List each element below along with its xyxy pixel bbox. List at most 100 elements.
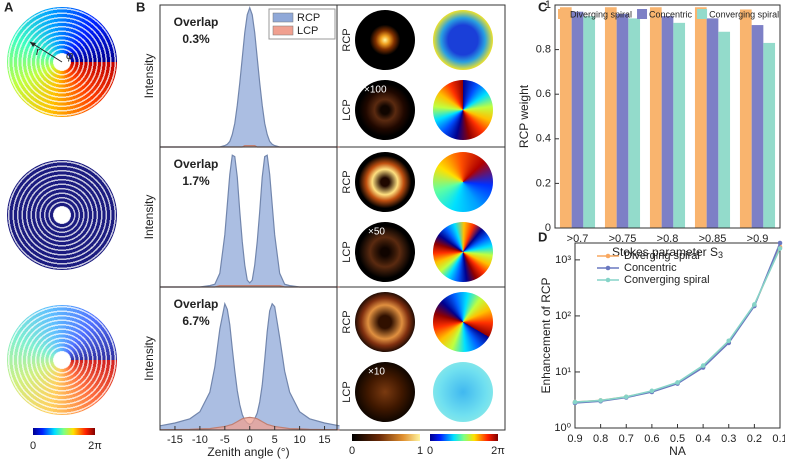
legend-label: Concentric [624, 262, 677, 274]
phase-image [433, 222, 493, 282]
x-tick-label: >0.85 [699, 233, 727, 245]
spiral-concentric [7, 160, 117, 270]
legend-swatch [272, 12, 294, 23]
annotation: Overlap [174, 157, 219, 171]
legend-label: Diverging spiral [624, 250, 700, 262]
intensity-image [355, 10, 415, 70]
x-tick-label: >0.8 [657, 233, 679, 245]
area-fill [160, 145, 340, 147]
x-tick-label: 15 [318, 434, 330, 446]
x-tick-label: 0.8 [593, 433, 608, 445]
bar [559, 7, 572, 229]
x-axis-label: Stokes parameter S3 [612, 245, 723, 260]
colorbar-label: 2π [491, 445, 505, 457]
bar [718, 31, 731, 229]
legend-swatch [558, 9, 568, 19]
bar [739, 9, 752, 228]
colorbar-label: 1 [417, 445, 423, 457]
panel-label: A [4, 0, 14, 14]
legend-label: Concentric [649, 9, 693, 19]
bar [649, 7, 662, 229]
series-line [574, 242, 781, 404]
colorbar-label: 0 [349, 445, 355, 457]
x-tick-label: 0.2 [747, 433, 762, 445]
annotation: 0.3% [182, 32, 210, 46]
legend-label: Converging spiral [624, 274, 710, 286]
y-axis-label: Intensity [142, 54, 156, 99]
phase-image [433, 362, 493, 422]
plot-frame [159, 286, 338, 431]
x-tick-label: 0.1 [772, 433, 785, 445]
multiplier: ×10 [368, 367, 385, 378]
bar [571, 11, 584, 228]
y-tick-label: 0 [545, 222, 551, 234]
panel-label: C [538, 0, 548, 14]
y-axis-label: Intensity [142, 195, 156, 240]
intensity-image [355, 152, 415, 212]
x-tick-label: 0.5 [670, 433, 685, 445]
phi-label: φ [66, 50, 73, 62]
panel-label: D [538, 229, 547, 244]
point [675, 380, 680, 385]
x-tick-label: 0.4 [695, 433, 710, 445]
x-tick-label: 0.6 [644, 433, 659, 445]
bar [673, 22, 686, 229]
bar [616, 13, 629, 229]
point [726, 338, 732, 344]
series-line [574, 248, 781, 403]
bar [751, 25, 764, 228]
multiplier: ×50 [368, 227, 385, 238]
legend-swatch [272, 25, 294, 36]
phase-image [433, 80, 493, 140]
area-fill [160, 7, 340, 147]
colorbar-label: 0 [427, 445, 433, 457]
y-axis-label: RCP weight [517, 84, 531, 148]
y-axis-label: Intensity [142, 336, 156, 381]
x-tick-label: 0 [247, 434, 253, 446]
phase-image [433, 152, 493, 212]
curve [159, 416, 340, 431]
x-axis-label: Zenith angle (°) [207, 445, 289, 459]
legend-swatch [637, 9, 648, 19]
bar [763, 42, 776, 228]
intensity-image [355, 222, 415, 282]
row-label: RCP [341, 310, 353, 333]
x-tick-label: 0.7 [619, 433, 634, 445]
arrow-head [30, 42, 36, 47]
point [598, 398, 603, 403]
legend-label: RCP [297, 12, 320, 24]
colorbar-label: 2π [88, 440, 102, 452]
point [777, 246, 783, 251]
bar [583, 16, 596, 229]
colorbar [430, 434, 498, 441]
point [572, 399, 578, 405]
y-tick-label: 0.4 [536, 133, 551, 145]
y-tick-label: 10² [555, 310, 571, 322]
legend-marker [605, 265, 611, 271]
phase-image [433, 292, 493, 352]
bar [628, 18, 641, 228]
spiral-converging [7, 305, 117, 415]
intensity-image [355, 80, 415, 140]
area-fill [160, 417, 340, 430]
point [752, 302, 757, 307]
y-tick-label: 10⁰ [554, 422, 571, 434]
x-tick-label: >0.7 [567, 233, 589, 245]
annotation: Overlap [174, 297, 219, 311]
annotation: Overlap [174, 15, 219, 29]
intensity-image [355, 292, 415, 352]
legend-label: Converging spiral [709, 9, 779, 19]
y-tick-label: 10¹ [555, 366, 571, 378]
image-frame [336, 4, 506, 431]
intensity-image [355, 362, 415, 422]
point [777, 240, 783, 246]
curve [160, 154, 340, 288]
series-line [574, 246, 781, 403]
x-tick-label: 10 [293, 434, 305, 446]
row-label: LCP [341, 381, 353, 402]
point [700, 363, 706, 368]
row-label: LCP [341, 99, 353, 120]
x-axis-label: NA [669, 444, 686, 458]
